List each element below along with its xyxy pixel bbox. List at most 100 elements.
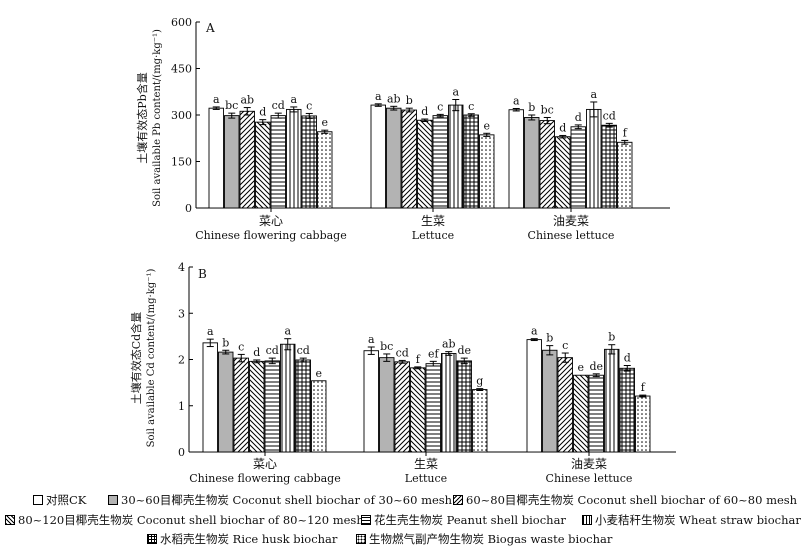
- y-tick-label: 450: [171, 63, 192, 76]
- significance-letter: cd: [266, 344, 279, 357]
- significance-letter: d: [259, 106, 266, 119]
- legend-label-c6080: 60~80目椰壳生物炭 Coconut shell biochar of 60~…: [466, 493, 798, 507]
- significance-letter: c: [562, 339, 568, 352]
- significance-letter: c: [306, 99, 312, 112]
- legend-item-peanut: 花生壳生物炭 Peanut shell biochar: [361, 512, 566, 528]
- legend-label-wheat: 小麦秸秆生物炭 Wheat straw biochar: [595, 513, 801, 527]
- x-tick-label-en: Chinese flowering cabbage: [195, 229, 346, 242]
- bar-peanut: [270, 115, 286, 209]
- bar-rice: [456, 360, 472, 453]
- bar-c3060: [542, 349, 558, 453]
- significance-letter: e: [321, 116, 328, 129]
- bar-c6080: [401, 109, 417, 209]
- x-tick-label-cn: 菜心: [253, 457, 277, 471]
- bar-c6080: [239, 110, 255, 209]
- bar-ck: [202, 342, 218, 453]
- bar-c3060: [218, 351, 234, 453]
- significance-letter: f: [623, 126, 628, 139]
- significance-letter: b: [222, 336, 229, 349]
- panel-a-ylabel: 土壤有效态Pb含量 Soil available Pb content/(mg·…: [135, 29, 163, 207]
- significance-letter: cd: [396, 346, 409, 359]
- significance-letter: d: [559, 121, 566, 134]
- bar-ck: [526, 339, 542, 453]
- legend-label-c80120: 80~120目椰壳生物炭 Coconut shell biochar of 80…: [18, 513, 364, 527]
- y-tick-label: 4: [178, 261, 185, 274]
- significance-letter: d: [624, 352, 631, 365]
- bar-c6080: [233, 357, 249, 453]
- legend-swatch-c3060: [108, 495, 118, 505]
- legend-item-ck: 对照CK: [33, 492, 86, 508]
- significance-letter: b: [406, 94, 413, 107]
- significance-letter: f: [641, 381, 646, 394]
- bar-wheat: [280, 343, 296, 453]
- bar-c80120: [417, 119, 433, 209]
- bar-rice: [601, 124, 617, 209]
- bar-biogas: [311, 380, 327, 453]
- bar-c80120: [249, 360, 265, 453]
- legend-item-c80120: 80~120目椰壳生物炭 Coconut shell biochar of 80…: [5, 512, 364, 528]
- y-tick-label: 150: [171, 156, 192, 169]
- bar-wheat: [448, 104, 464, 209]
- bar-rice: [301, 115, 317, 209]
- x-tick-label-en: Chinese flowering cabbage: [189, 472, 340, 485]
- significance-letter: a: [375, 90, 382, 103]
- bar-c3060: [224, 115, 240, 209]
- x-tick-label-cn: 油麦菜: [571, 457, 607, 471]
- bar-peanut: [570, 126, 586, 209]
- significance-letter: a: [368, 333, 375, 346]
- bar-c80120: [573, 374, 589, 453]
- bar-c6080: [539, 120, 555, 209]
- y-tick-label: 3: [178, 307, 185, 320]
- significance-letter: ab: [240, 94, 254, 107]
- bar-c80120: [410, 367, 426, 453]
- x-tick-label-en: Chinese lettuce: [546, 472, 633, 485]
- significance-letter: a: [213, 93, 220, 106]
- significance-letter: e: [577, 361, 584, 374]
- panel-b-letter: B: [198, 267, 207, 281]
- bar-wheat: [441, 353, 457, 453]
- bar-c6080: [394, 361, 410, 453]
- bar-c80120: [255, 121, 271, 209]
- legend-label-peanut: 花生壳生物炭 Peanut shell biochar: [374, 513, 566, 527]
- x-tick-label-en: Chinese lettuce: [528, 229, 615, 242]
- panel-b-ylabel-en: Soil available Cd content/(mg·kg⁻¹): [146, 269, 157, 448]
- significance-letter: d: [575, 111, 582, 124]
- significance-letter: bc: [380, 340, 393, 353]
- bar-biogas: [472, 389, 488, 453]
- significance-letter: a: [531, 325, 538, 338]
- bar-c3060: [379, 357, 395, 453]
- significance-letter: b: [528, 101, 535, 114]
- bar-rice: [619, 367, 635, 453]
- legend: 对照CK 30~60目椰壳生物炭 Coconut shell biochar o…: [0, 489, 811, 551]
- legend-label-ck: 对照CK: [46, 493, 87, 507]
- significance-letter: cd: [603, 109, 616, 122]
- bar-biogas: [317, 131, 333, 209]
- y-tick-label: 300: [171, 109, 192, 122]
- legend-swatch-ck: [33, 495, 43, 505]
- y-tick-label: 600: [171, 16, 192, 29]
- x-tick-label-cn: 生菜: [414, 457, 438, 471]
- y-tick-label: 2: [178, 354, 185, 367]
- x-tick-label-cn: 油麦菜: [553, 214, 589, 228]
- significance-letter: ab: [387, 92, 401, 105]
- legend-label-biogas: 生物燃气副产物生物炭 Biogas waste biochar: [369, 532, 613, 546]
- significance-letter: a: [452, 86, 459, 99]
- bar-peanut: [588, 374, 604, 453]
- bar-wheat: [604, 348, 620, 453]
- x-tick-label-en: Lettuce: [405, 472, 447, 485]
- significance-letter: d: [421, 105, 428, 118]
- significance-letter: a: [590, 88, 597, 101]
- legend-label-rice: 水稻壳生物炭 Rice husk biochar: [160, 532, 338, 546]
- panel-b-ylabel-cn: 土壤有效态Cd含量: [129, 312, 143, 404]
- significance-letter: cd: [272, 99, 285, 112]
- significance-letter: e: [483, 119, 490, 132]
- significance-letter: ef: [428, 347, 440, 360]
- panel-a-chart: A 土壤有效态Pb含量 Soil available Pb content/(m…: [135, 16, 670, 242]
- x-tick-label-cn: 生菜: [421, 214, 445, 228]
- x-tick-label-en: Lettuce: [412, 229, 454, 242]
- legend-swatch-wheat: [582, 515, 592, 525]
- significance-letter: de: [457, 344, 471, 357]
